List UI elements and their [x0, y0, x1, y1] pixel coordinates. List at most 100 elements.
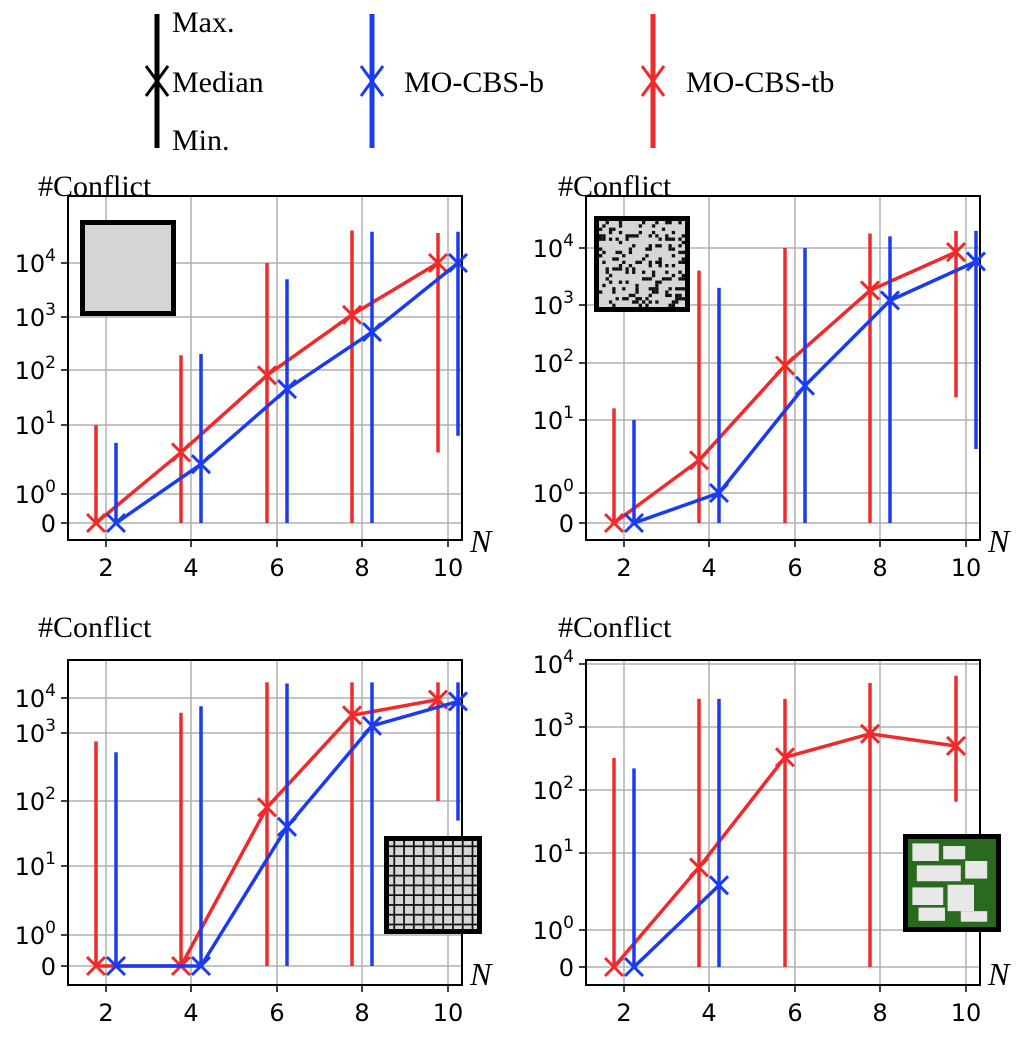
median-marker	[105, 955, 127, 977]
median-marker	[427, 252, 449, 274]
median-marker	[447, 691, 469, 712]
median-marker	[361, 715, 383, 736]
plot-frame	[67, 659, 463, 986]
y-tick-label: 103	[533, 288, 574, 320]
series-MO-CBS-b	[623, 698, 730, 978]
median-marker	[256, 365, 278, 386]
median-marker	[774, 355, 796, 376]
y-tick-label: 102	[15, 784, 56, 816]
median-marker	[708, 482, 730, 504]
map-thumbnail	[384, 836, 482, 934]
x-axis-label: N	[987, 956, 1011, 992]
median-marker	[708, 875, 730, 896]
median-marker	[623, 956, 645, 978]
median-marker	[945, 735, 967, 757]
x-tick-label: 6	[787, 999, 802, 1027]
chart-title: #Conflict	[38, 170, 152, 203]
x-tick-label: 6	[787, 554, 802, 582]
median-marker	[85, 512, 107, 534]
legend-red-marker	[640, 65, 666, 97]
y-tick-label: 104	[15, 681, 56, 713]
series-MO-CBS-tb	[85, 682, 449, 977]
median-marker	[361, 321, 383, 343]
median-marker	[256, 797, 278, 818]
x-tick-label: 10	[433, 999, 464, 1027]
x-tick-label: 10	[951, 999, 982, 1027]
y-tick-label: 104	[15, 246, 56, 278]
y-tick-label: 100	[533, 913, 574, 945]
median-marker	[859, 723, 881, 744]
y-tick-label: 102	[15, 353, 56, 385]
x-tick-label: 4	[701, 999, 716, 1027]
plot-frame	[67, 195, 463, 541]
x-tick-label: 2	[98, 554, 113, 582]
y-tick-label: 102	[533, 773, 574, 805]
map-thumbnail	[594, 216, 690, 312]
legend-max-label: Max.	[172, 6, 235, 39]
map-thumbnail	[903, 834, 1001, 932]
x-tick-label: 2	[98, 999, 113, 1027]
median-marker	[190, 454, 212, 475]
y-tick-label: 0	[41, 953, 56, 981]
y-tick-label: 101	[533, 836, 574, 868]
legend-median-label: Median	[172, 66, 264, 99]
x-tick-label: 8	[354, 554, 369, 582]
median-marker	[105, 512, 127, 534]
median-marker	[276, 816, 298, 837]
y-tick-label: 100	[533, 476, 574, 508]
y-tick-label: 103	[15, 300, 56, 332]
median-marker	[603, 512, 625, 534]
x-tick-label: 8	[354, 999, 369, 1027]
x-axis-label: N	[469, 956, 493, 992]
legend-series-b-label: MO-CBS-b	[404, 66, 544, 99]
x-tick-label: 6	[269, 554, 284, 582]
median-marker	[170, 442, 192, 463]
median-marker	[603, 956, 625, 978]
median-marker	[341, 705, 363, 726]
median-marker	[859, 280, 881, 301]
x-tick-label: 10	[951, 554, 982, 582]
x-tick-label: 8	[872, 999, 887, 1027]
series-MO-CBS-tb	[603, 675, 967, 978]
series-MO-CBS-tb	[85, 230, 449, 534]
series-MO-CBS-b	[623, 230, 987, 534]
y-tick-label: 0	[41, 510, 56, 538]
y-tick-label: 0	[559, 954, 574, 982]
map-thumbnail	[80, 220, 176, 316]
median-marker	[190, 955, 212, 977]
y-tick-label: 103	[15, 716, 56, 748]
median-line	[632, 884, 721, 969]
x-tick-label: 10	[433, 554, 464, 582]
series-MO-CBS-b	[105, 231, 469, 534]
median-marker	[688, 450, 710, 471]
median-marker	[341, 304, 363, 325]
series-MO-CBS-tb	[603, 230, 967, 534]
x-tick-label: 4	[183, 554, 198, 582]
legend-series-tb-label: MO-CBS-tb	[686, 66, 834, 99]
chart-title: #Conflict	[558, 170, 672, 203]
y-tick-label: 103	[533, 710, 574, 742]
y-tick-label: 100	[15, 918, 56, 950]
x-axis-label: N	[469, 523, 493, 559]
median-marker	[85, 955, 107, 977]
y-tick-label: 0	[559, 510, 574, 538]
y-tick-label: 104	[533, 647, 574, 679]
median-marker	[774, 747, 796, 768]
median-marker	[794, 375, 816, 396]
x-tick-label: 4	[701, 554, 716, 582]
median-marker	[965, 251, 987, 272]
median-marker	[447, 252, 469, 274]
median-marker	[276, 379, 298, 400]
chart-title: #Conflict	[38, 611, 152, 644]
plot-frame	[585, 195, 981, 541]
median-marker	[623, 512, 645, 534]
x-tick-label: 2	[616, 554, 631, 582]
plot-frame	[585, 659, 981, 986]
x-tick-label: 6	[269, 999, 284, 1027]
legend-black-marker	[144, 65, 170, 97]
y-tick-label: 101	[15, 849, 56, 881]
